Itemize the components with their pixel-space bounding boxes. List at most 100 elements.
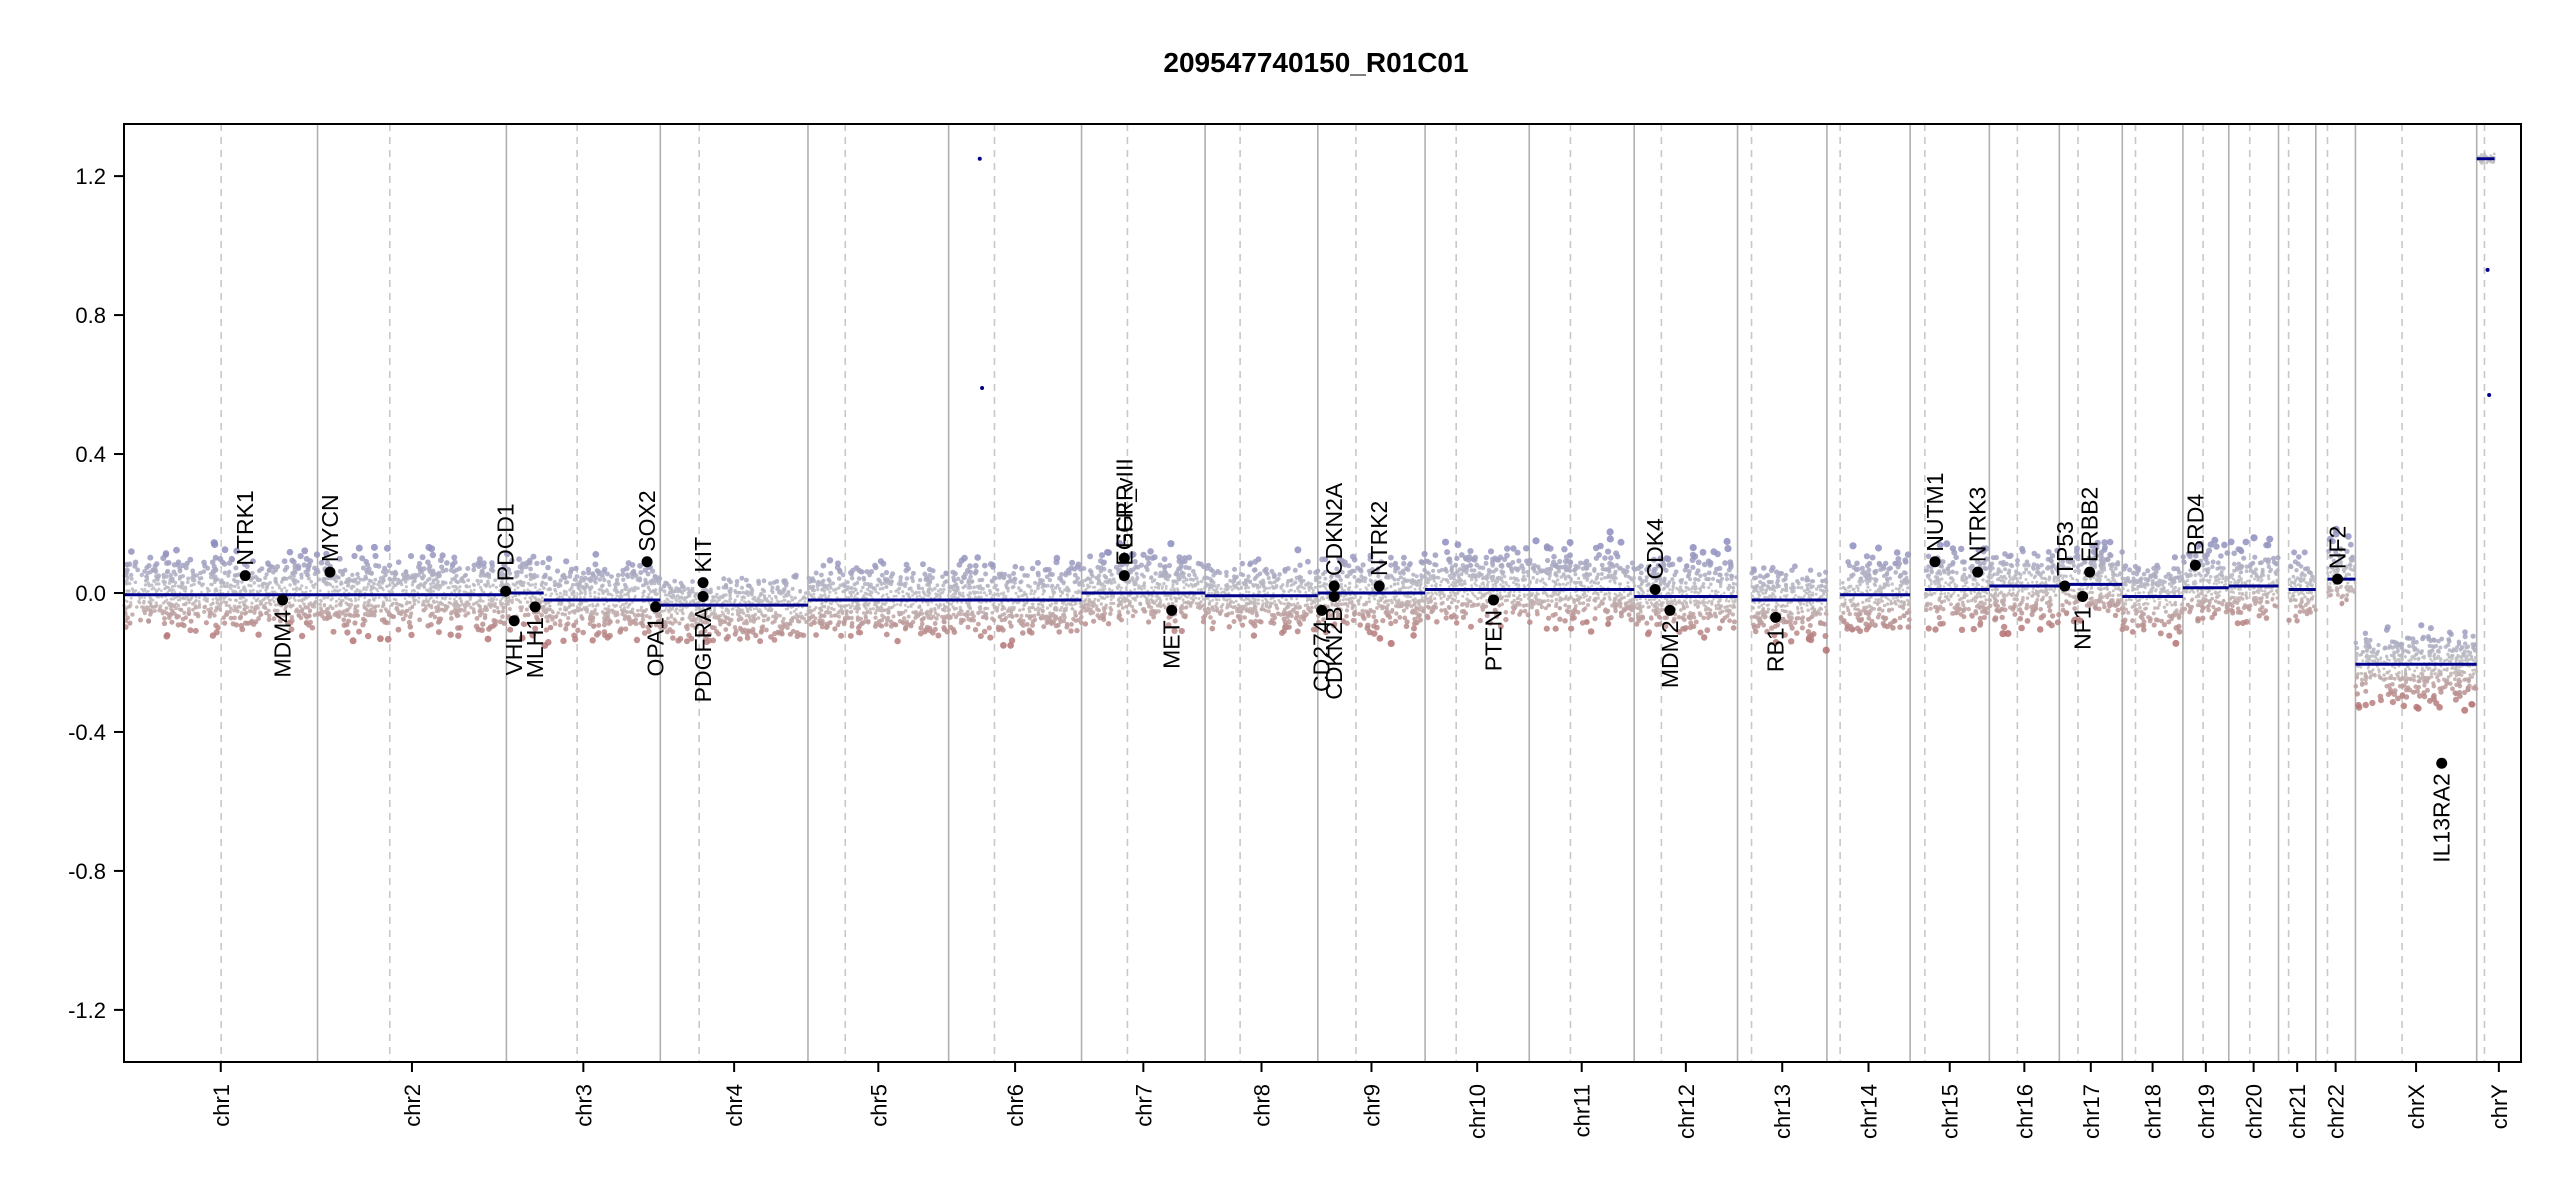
probe-point: [193, 611, 198, 617]
probe-point: [1119, 589, 1122, 592]
probe-point: [587, 586, 592, 590]
probe-point: [351, 552, 358, 560]
probe-point: [179, 596, 183, 600]
probe-point: [1164, 584, 1168, 588]
probe-point: [267, 613, 272, 618]
probe-point: [972, 627, 979, 633]
probe-point: [738, 608, 741, 612]
probe-point: [906, 593, 910, 597]
probe-point: [1087, 600, 1091, 604]
probe-point: [1145, 567, 1150, 573]
probe-point: [305, 596, 309, 600]
probe-point: [925, 609, 930, 614]
probe-point: [394, 602, 399, 606]
probe-point: [403, 597, 407, 600]
probe-point: [314, 596, 318, 600]
probe-point: [1109, 595, 1113, 598]
probe-point: [1012, 563, 1019, 570]
probe-point: [767, 608, 771, 612]
probe-point: [256, 616, 261, 621]
probe-point: [1307, 569, 1313, 575]
probe-point: [317, 611, 322, 616]
probe-point: [1128, 567, 1134, 573]
probe-point: [268, 602, 273, 607]
probe-point: [479, 579, 483, 584]
probe-point: [266, 608, 271, 613]
probe-point: [1057, 617, 1063, 622]
probe-point: [627, 594, 631, 598]
probe-point: [770, 597, 774, 601]
probe-point: [563, 626, 569, 632]
probe-point: [789, 611, 793, 615]
probe-point: [860, 621, 865, 626]
probe-point: [918, 605, 922, 609]
probe-point: [1113, 580, 1117, 584]
probe-point: [819, 572, 824, 578]
probe-point: [1021, 607, 1025, 611]
probe-point: [572, 636, 579, 643]
probe-point: [157, 587, 161, 591]
probe-point: [285, 612, 290, 617]
probe-point: [326, 596, 330, 600]
probe-point: [380, 586, 384, 590]
probe-point: [295, 579, 300, 584]
probe-point: [892, 594, 896, 598]
probe-point: [413, 589, 417, 593]
probe-point: [259, 602, 263, 606]
probe-point: [1134, 581, 1138, 585]
probe-point: [1036, 586, 1040, 591]
probe-point: [424, 606, 428, 611]
probe-point: [1138, 562, 1145, 568]
probe-point: [1194, 596, 1198, 600]
probe-point: [961, 574, 966, 580]
probe-point: [820, 601, 824, 605]
probe-point: [255, 604, 259, 608]
probe-point: [486, 579, 490, 584]
probe-point: [478, 595, 482, 599]
probe-point: [872, 623, 878, 629]
probe-point: [756, 578, 761, 584]
probe-point: [580, 608, 584, 612]
probe-point: [827, 620, 833, 625]
probe-point: [1083, 589, 1087, 592]
probe-point: [357, 598, 360, 601]
probe-point: [124, 578, 129, 583]
probe-point: [442, 608, 447, 613]
probe-point: [385, 598, 388, 602]
probe-point: [489, 560, 495, 566]
probe-point: [996, 588, 1000, 592]
probe-point: [853, 587, 857, 591]
probe-point: [255, 590, 259, 593]
probe-point: [417, 596, 421, 600]
probe-point: [845, 604, 849, 607]
probe-point: [376, 604, 381, 608]
probe-point: [669, 586, 674, 591]
probe-point: [339, 611, 344, 616]
probe-point: [1282, 602, 1286, 606]
probe-point: [637, 578, 643, 583]
probe-point: [377, 580, 382, 584]
probe-point: [144, 574, 149, 579]
probe-point: [619, 594, 623, 598]
probe-point: [509, 557, 515, 564]
probe-point: [407, 614, 413, 620]
probe-point: [534, 560, 540, 567]
probe-point: [1142, 581, 1147, 585]
probe-point: [173, 596, 177, 600]
probe-point: [961, 585, 965, 590]
probe-point: [369, 610, 375, 616]
probe-point: [1058, 576, 1064, 582]
probe-point: [633, 585, 637, 590]
probe-point: [659, 587, 664, 592]
probe-point: [614, 604, 618, 608]
probe-point: [215, 588, 219, 592]
probe-point: [500, 614, 505, 619]
probe-point: [1014, 591, 1018, 595]
probe-point: [1147, 599, 1151, 603]
probe-point: [477, 561, 484, 567]
probe-point: [363, 596, 367, 600]
probe-point: [1002, 617, 1007, 622]
probe-point: [463, 572, 468, 578]
probe-point: [279, 580, 284, 584]
probe-point: [194, 573, 199, 578]
